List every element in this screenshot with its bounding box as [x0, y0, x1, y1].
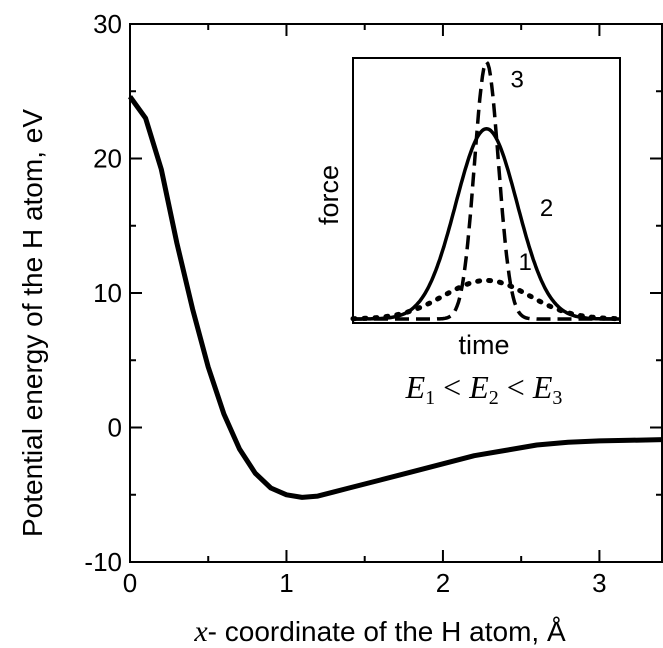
- less-than-1: <: [443, 369, 461, 405]
- potential-energy-curve: [127, 95, 663, 500]
- x-axis-label-variable: x: [193, 615, 208, 648]
- inset-series-label-2: 2: [540, 195, 553, 222]
- energy-subscript-2: 2: [489, 387, 499, 409]
- energy-symbol-2: E: [468, 369, 489, 405]
- inset-series-labels: 12 3: [511, 67, 554, 276]
- y-tick-label: 20: [93, 144, 122, 174]
- x-tick-label: 1: [279, 568, 293, 598]
- energy-inequality-annotation: E1 < E2 < E3: [405, 369, 563, 409]
- main-ticks: [129, 23, 662, 563]
- inset-series-label-3: 3: [511, 67, 524, 94]
- x-tick-label: 0: [123, 568, 137, 598]
- y-tick-label: 0: [108, 413, 122, 443]
- inset-plot: 123 force time E1 < E2 < E3: [314, 57, 623, 409]
- x-axis-label: x- coordinate of the H atom, Å: [193, 615, 566, 648]
- inset-y-axis-label: force: [314, 165, 344, 225]
- force-pulse-3: [353, 59, 620, 321]
- y-tick-label: 30: [93, 9, 122, 39]
- inset-frame: [352, 57, 621, 324]
- energy-subscript-3: 3: [552, 387, 562, 409]
- less-than-2: <: [507, 369, 525, 405]
- y-tick-label: -10: [84, 547, 122, 577]
- inset-series-label-1: 1: [519, 249, 532, 276]
- energy-subscript-1: 1: [425, 387, 435, 409]
- main-series: [127, 95, 663, 500]
- x-axis-label-text: - coordinate of the H atom, Å: [208, 616, 566, 647]
- inset-series: [350, 59, 623, 322]
- force-pulse-2: [353, 127, 620, 321]
- energy-symbol-3: E: [532, 369, 553, 405]
- y-axis-label: Potential energy of the H atom, eV: [17, 109, 48, 537]
- x-tick-label: 2: [436, 568, 450, 598]
- energy-symbol-1: E: [405, 369, 426, 405]
- y-tick-label: 10: [93, 278, 122, 308]
- inset-x-axis-label: time: [458, 330, 509, 360]
- x-tick-label: 3: [592, 568, 606, 598]
